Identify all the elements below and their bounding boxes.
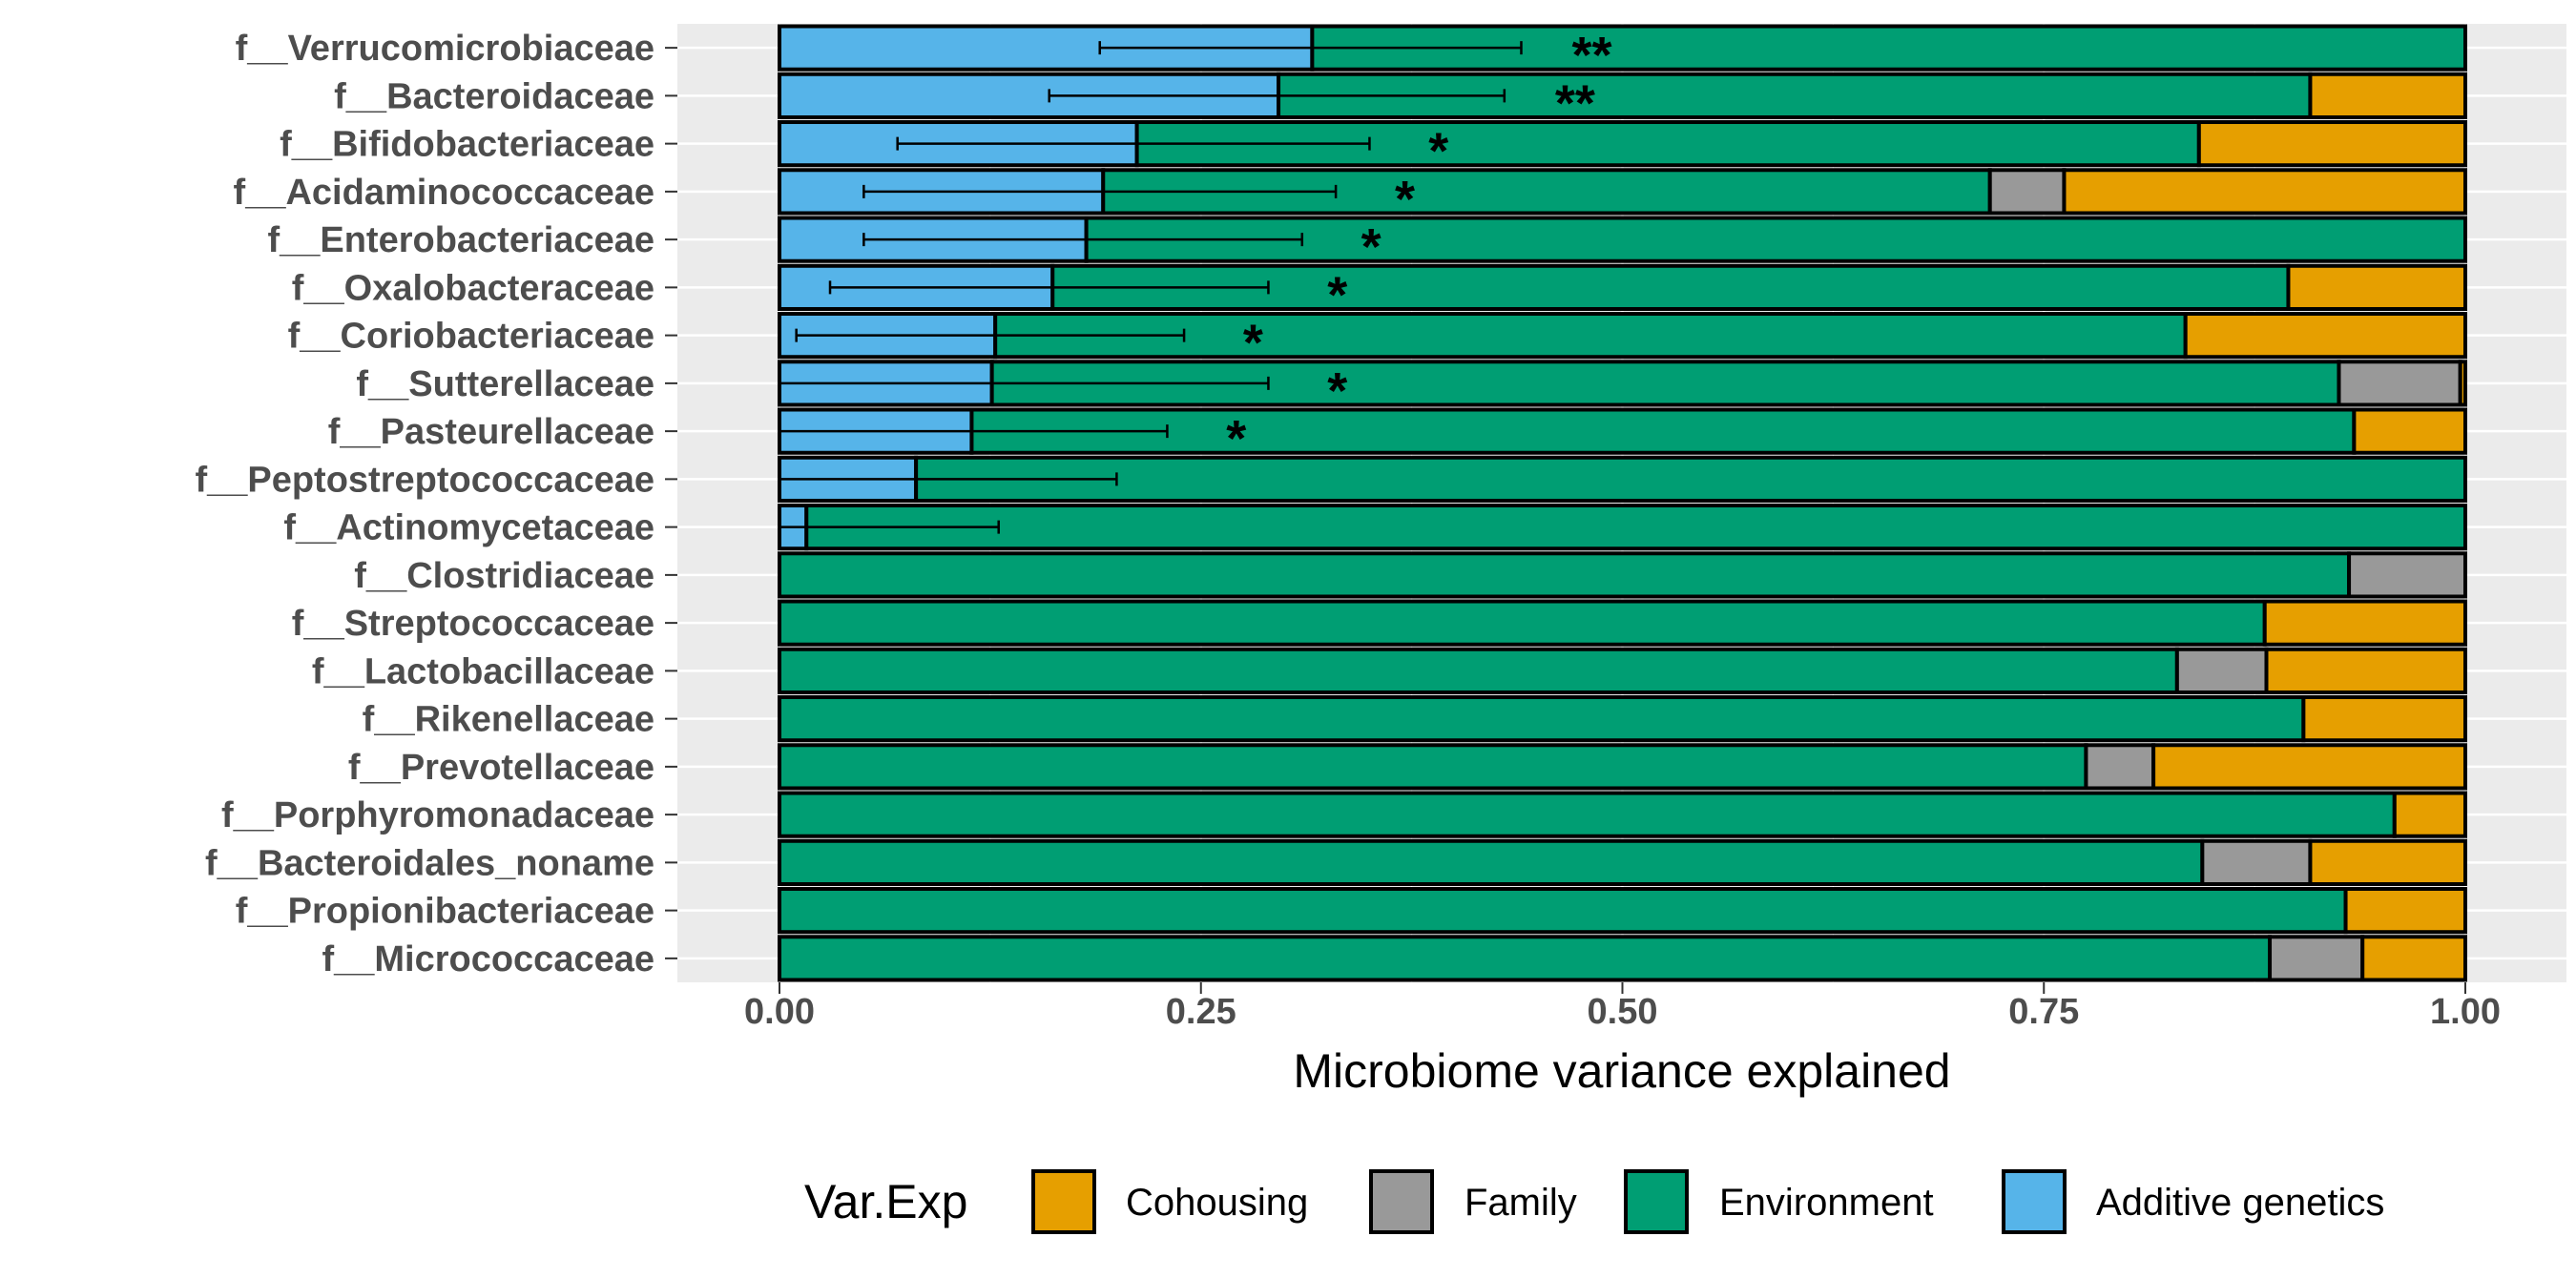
error-bar xyxy=(778,520,1000,534)
bar-environment xyxy=(778,695,2306,743)
y-tick-label: f__Micrococcaceae xyxy=(322,939,654,979)
bar-environment xyxy=(1084,216,2467,263)
bar-family xyxy=(2084,743,2156,791)
significance-label: * xyxy=(1395,171,1415,228)
y-tick-label: f__Lactobacillaceae xyxy=(312,651,654,691)
x-tick-label: 0.00 xyxy=(744,992,815,1032)
bar-cohousing xyxy=(2262,599,2468,647)
bar-cohousing xyxy=(2264,647,2467,694)
bars-layer xyxy=(778,24,2468,982)
bar-family xyxy=(2200,838,2313,886)
x-tick-label: 0.25 xyxy=(1166,992,1236,1032)
y-tick-label: f__Propionibacteriaceae xyxy=(236,892,654,932)
error-bar xyxy=(828,280,1270,295)
significance-label: ** xyxy=(1571,27,1611,84)
legend-key-family xyxy=(1369,1169,1434,1234)
legend: Var.Exp Cohousing Family Environment Additi… xyxy=(804,1169,2384,1234)
y-tick-label: f__Actinomycetaceae xyxy=(283,508,654,548)
bar-environment xyxy=(778,791,2397,838)
x-tick-label: 0.75 xyxy=(2008,992,2079,1032)
significance-label: * xyxy=(1361,218,1381,276)
bar-family xyxy=(2347,551,2467,599)
legend-key-additive-genetics xyxy=(2002,1169,2067,1234)
y-tick-label: f__Porphyromonadaceae xyxy=(221,795,654,835)
significance-label: * xyxy=(1327,362,1347,420)
y-tick-label: f__Prevotellaceae xyxy=(348,748,654,788)
x-tick-labels: 0.00 0.25 0.50 0.75 1.00 xyxy=(744,982,2501,1032)
bar-cohousing xyxy=(2343,887,2467,935)
bar-family xyxy=(2174,647,2269,694)
y-tick-label: f__Rikenellaceae xyxy=(363,700,654,740)
y-tick-label: f__Oxalobacteraceae xyxy=(292,268,654,308)
y-tick-label: f__Coriobacteriaceae xyxy=(288,317,654,357)
error-bar xyxy=(862,233,1304,247)
error-bars-layer xyxy=(778,41,1523,534)
y-tick-labels: f__Verrucomicrobiaceae f__Bacteroidaceaef… xyxy=(195,29,677,979)
significance-label: * xyxy=(1428,123,1448,180)
bar-family xyxy=(2268,935,2365,982)
significance-label: * xyxy=(1226,410,1246,467)
y-tick-label: f__Sutterellaceae xyxy=(356,364,654,404)
annotation-layer: *********** xyxy=(1226,27,1611,467)
error-bar xyxy=(778,472,1118,486)
y-tick-label: f__Clostridiaceae xyxy=(354,556,654,596)
bar-environment xyxy=(778,551,2352,599)
significance-label: ** xyxy=(1555,74,1595,132)
error-bar xyxy=(1098,41,1523,55)
bar-family xyxy=(2337,360,2462,407)
error-bar xyxy=(795,328,1186,342)
x-tick-label: 0.50 xyxy=(1588,992,1658,1032)
bar-cohousing xyxy=(2308,72,2468,119)
y-tick-label: f__Verrucomicrobiaceae xyxy=(236,29,654,69)
bar-environment xyxy=(778,599,2267,647)
bar-environment xyxy=(969,407,2357,455)
x-tick-label: 1.00 xyxy=(2430,992,2501,1032)
bar-environment xyxy=(914,455,2468,503)
bar-cohousing xyxy=(2458,360,2467,407)
y-tick-label: f__Bifidobacteriaceae xyxy=(280,125,654,165)
bar-cohousing xyxy=(2392,791,2467,838)
legend-label-additive-genetics: Additive genetics xyxy=(2096,1182,2384,1224)
significance-label: * xyxy=(1243,315,1263,372)
error-bar xyxy=(778,424,1169,439)
bar-environment xyxy=(778,935,2273,982)
legend-key-environment xyxy=(1624,1169,1689,1234)
bar-cohousing xyxy=(2196,120,2467,168)
bar-cohousing xyxy=(2360,935,2467,982)
legend-key-cohousing xyxy=(1031,1169,1096,1234)
bar-cohousing xyxy=(2301,695,2467,743)
bar-cohousing xyxy=(2352,407,2467,455)
error-bar xyxy=(778,376,1270,390)
legend-label-family: Family xyxy=(1465,1182,1577,1224)
bar-family xyxy=(1987,168,2067,216)
bar-environment xyxy=(778,647,2179,694)
legend-label-cohousing: Cohousing xyxy=(1126,1182,1308,1224)
error-bar xyxy=(1048,89,1506,103)
bar-cohousing xyxy=(2308,838,2468,886)
y-tick-label: f__Pasteurellaceae xyxy=(328,412,654,452)
y-tick-label: f__Streptococcaceae xyxy=(292,604,654,644)
y-tick-label: f__Bacteroidales_noname xyxy=(205,843,654,883)
bar-environment xyxy=(778,743,2088,791)
error-bar xyxy=(862,184,1338,198)
bar-cohousing xyxy=(2286,263,2468,311)
bar-environment xyxy=(778,887,2348,935)
error-bar xyxy=(896,136,1371,151)
x-axis-label: Microbiome variance explained xyxy=(1293,1044,1950,1098)
y-tick-label: f__Peptostreptococcaceae xyxy=(195,460,654,500)
bar-cohousing xyxy=(2151,743,2467,791)
bar-cohousing xyxy=(2183,312,2467,360)
y-tick-label: f__Bacteroidaceae xyxy=(334,76,654,116)
significance-label: * xyxy=(1327,266,1347,323)
legend-title: Var.Exp xyxy=(804,1175,967,1228)
bar-environment xyxy=(804,504,2467,551)
bar-environment xyxy=(778,838,2205,886)
legend-label-environment: Environment xyxy=(1719,1182,1934,1224)
y-tick-label: f__Acidaminococcaceae xyxy=(234,173,654,213)
y-tick-label: f__Enterobacteriaceae xyxy=(267,220,654,260)
bar-cohousing xyxy=(2062,168,2468,216)
